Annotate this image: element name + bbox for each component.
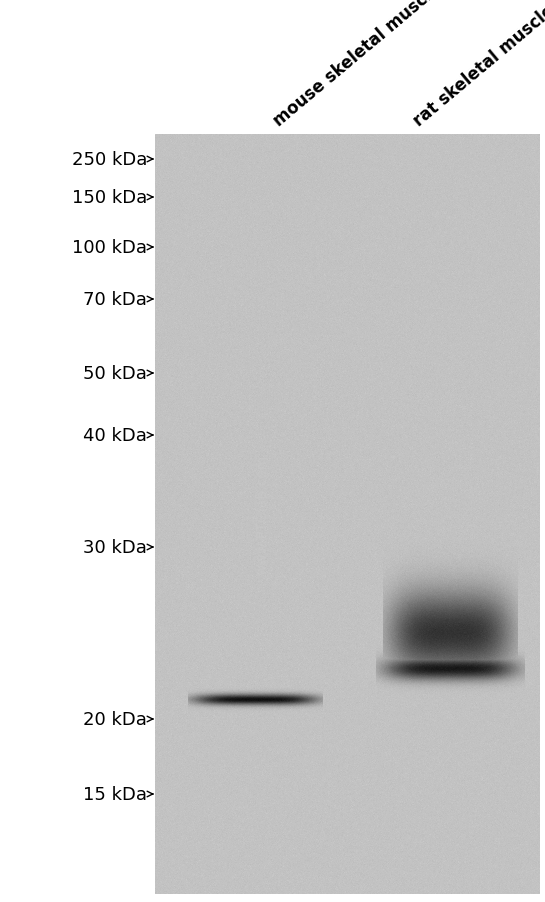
Text: 250 kDa: 250 kDa	[71, 151, 147, 169]
Text: 70 kDa: 70 kDa	[83, 290, 147, 308]
Text: 50 kDa: 50 kDa	[83, 364, 147, 382]
Text: mouse skeletal muscle: mouse skeletal muscle	[270, 0, 445, 130]
Text: 40 kDa: 40 kDa	[83, 427, 147, 445]
Text: rat skeletal muscle: rat skeletal muscle	[410, 2, 545, 130]
Text: 15 kDa: 15 kDa	[83, 785, 147, 803]
Text: 100 kDa: 100 kDa	[72, 239, 147, 257]
Text: www.PTGlab.com: www.PTGlab.com	[256, 455, 270, 575]
Text: 20 kDa: 20 kDa	[83, 710, 147, 728]
Text: 30 kDa: 30 kDa	[83, 538, 147, 557]
Text: 150 kDa: 150 kDa	[72, 189, 147, 207]
